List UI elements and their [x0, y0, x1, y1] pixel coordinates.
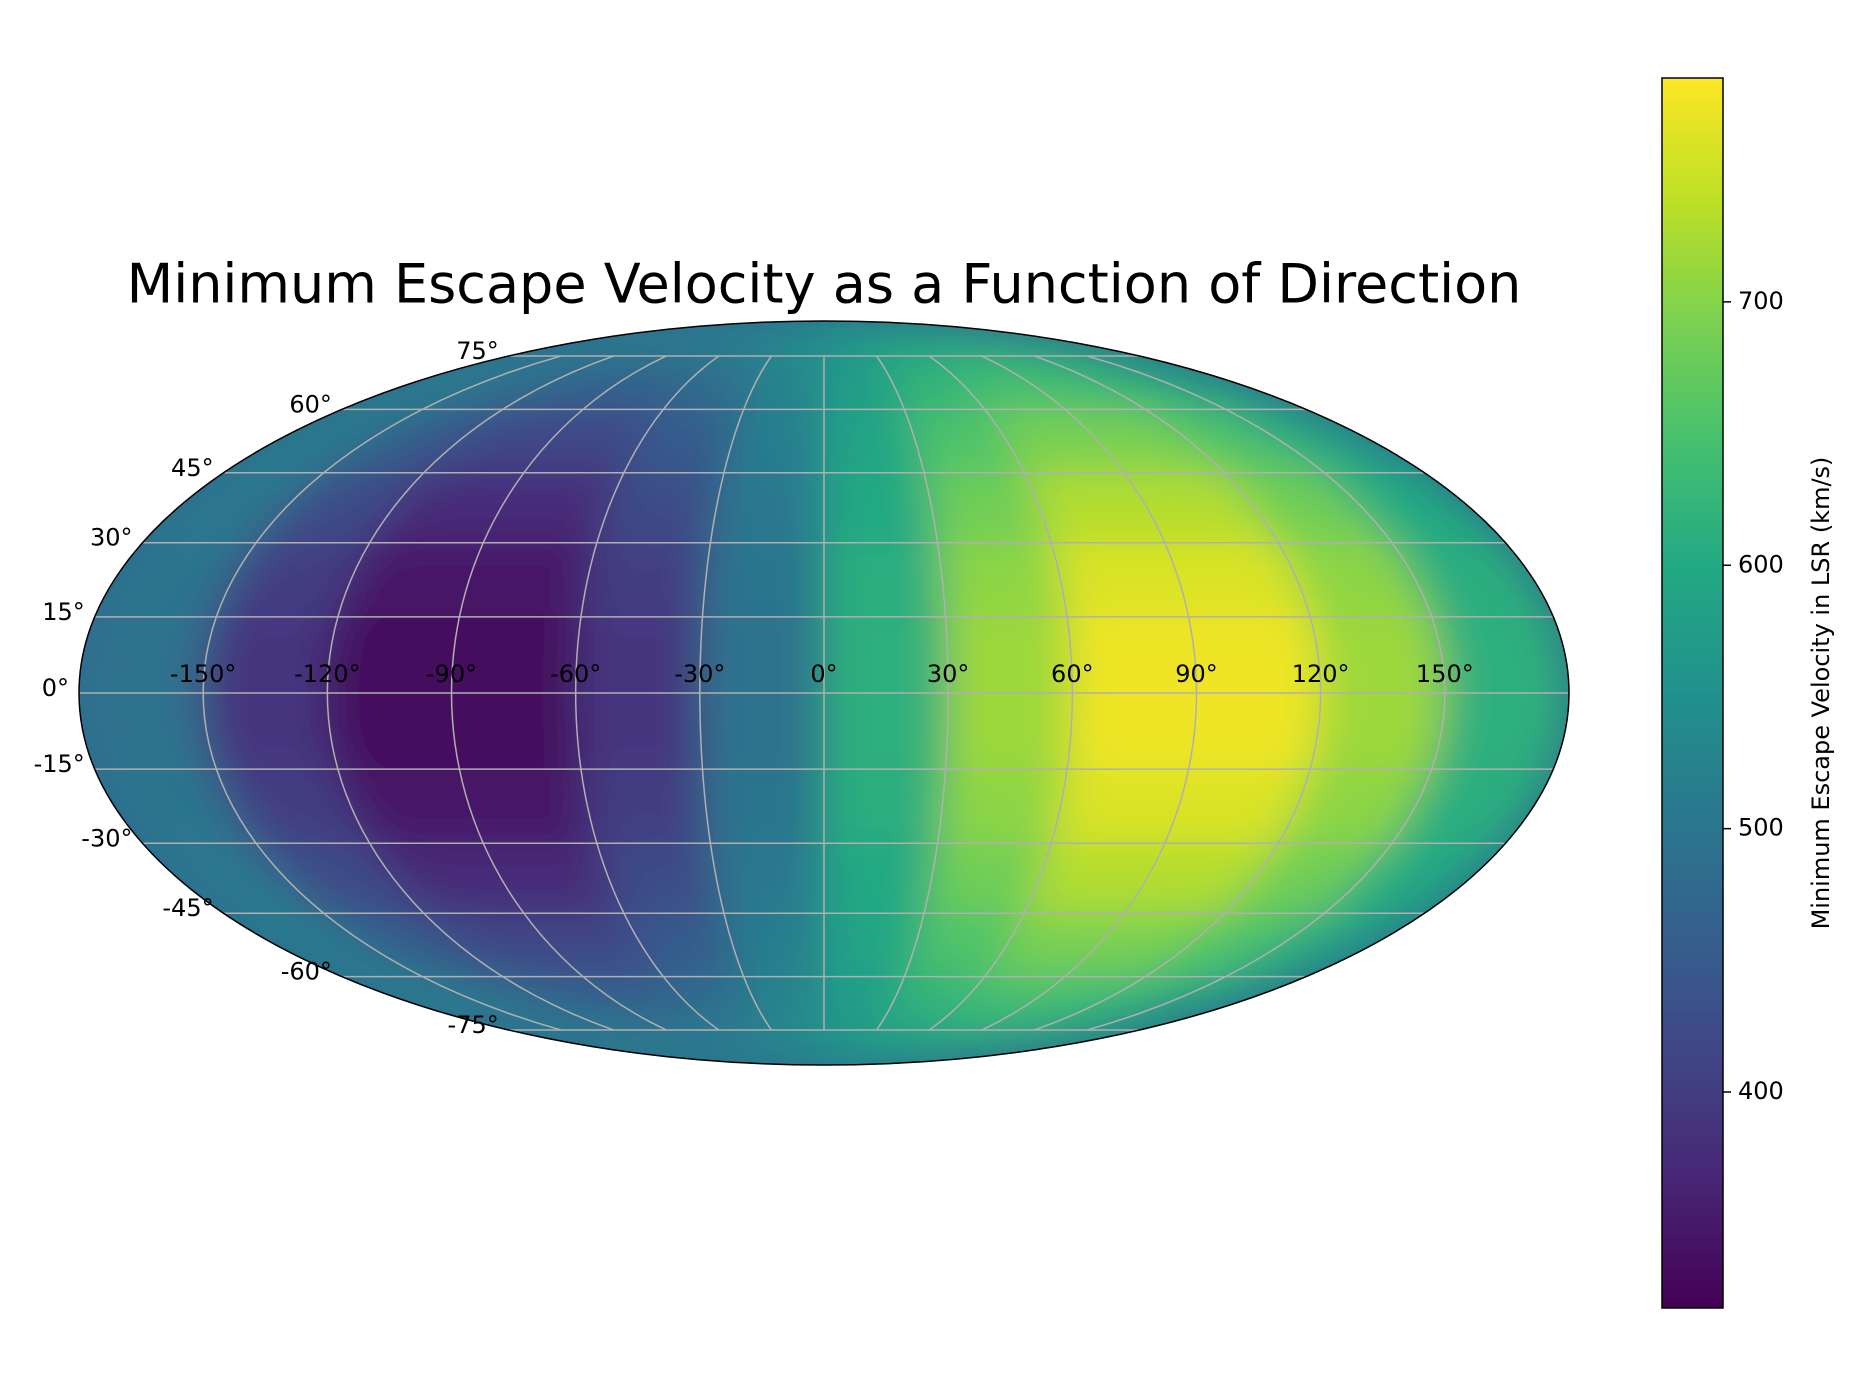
x-tick-label: 0° — [810, 660, 837, 688]
cell — [1187, 692, 1322, 771]
colorbar-tick-label: 600 — [1738, 550, 1784, 578]
cell — [458, 541, 599, 618]
cell — [458, 768, 599, 845]
cell — [944, 692, 1074, 771]
cell — [202, 692, 340, 771]
colorbar-tick-label: 700 — [1738, 287, 1784, 315]
cell — [326, 692, 461, 771]
y-tick-label: 45° — [171, 454, 214, 482]
cell — [823, 471, 939, 544]
y-tick-label: 60° — [289, 390, 332, 418]
cell — [1430, 692, 1569, 771]
cell — [79, 692, 218, 771]
x-tick-label: 150° — [1416, 660, 1474, 688]
x-tick-label: 30° — [927, 660, 970, 688]
cell — [823, 842, 939, 915]
y-tick-label: -60° — [281, 958, 332, 986]
labels: -150° -120° -90° -60° -30° 0° 30° 60° 90° 120° 150… — [34, 337, 1474, 1039]
colorbar-tick-label: 500 — [1738, 814, 1784, 842]
x-tick-label: -90° — [426, 660, 477, 688]
cell — [450, 692, 583, 771]
y-tick-label: -15° — [34, 750, 85, 778]
cell — [701, 541, 825, 618]
cell — [1049, 541, 1190, 618]
cell — [701, 768, 825, 845]
y-tick-label: 0° — [42, 674, 69, 702]
chart-title: Minimum Escape Velocity as a Function of… — [127, 253, 1522, 316]
y-tick-label: -75° — [448, 1011, 499, 1039]
cell — [1049, 768, 1190, 845]
y-tick-label: 15° — [42, 598, 85, 626]
map-frame — [78, 320, 1570, 1066]
grid — [79, 355, 1569, 1031]
cell — [709, 842, 825, 915]
cell — [574, 692, 704, 771]
cell — [823, 692, 950, 771]
y-tick-label: -30° — [81, 824, 132, 852]
y-tick-label: -45° — [162, 894, 213, 922]
x-tick-label: 90° — [1175, 660, 1218, 688]
cell — [579, 768, 712, 845]
colorbar-axis: 400 500 600 700 — [1723, 287, 1784, 1105]
colorbar — [1661, 77, 1724, 1309]
cell — [579, 541, 712, 618]
cell — [1308, 692, 1446, 771]
colorbar-label: Minimum Escape Velocity in LSR (km/s) — [1807, 457, 1835, 930]
x-tick-label: -150° — [170, 660, 236, 688]
x-tick-label: 60° — [1051, 660, 1094, 688]
y-tick-label: 30° — [90, 524, 133, 552]
cell — [1065, 692, 1198, 771]
colorbar-tick-label: 400 — [1738, 1077, 1784, 1105]
x-tick-label: -60° — [550, 660, 601, 688]
cell — [823, 541, 947, 618]
x-tick-label: -30° — [674, 660, 725, 688]
cell — [823, 768, 947, 845]
cell — [936, 541, 1069, 618]
cell — [698, 692, 825, 771]
x-tick-label: 120° — [1292, 660, 1350, 688]
y-tick-label: 75° — [456, 337, 499, 365]
x-tick-label: -120° — [294, 660, 360, 688]
cell — [709, 471, 825, 544]
cell — [936, 768, 1069, 845]
